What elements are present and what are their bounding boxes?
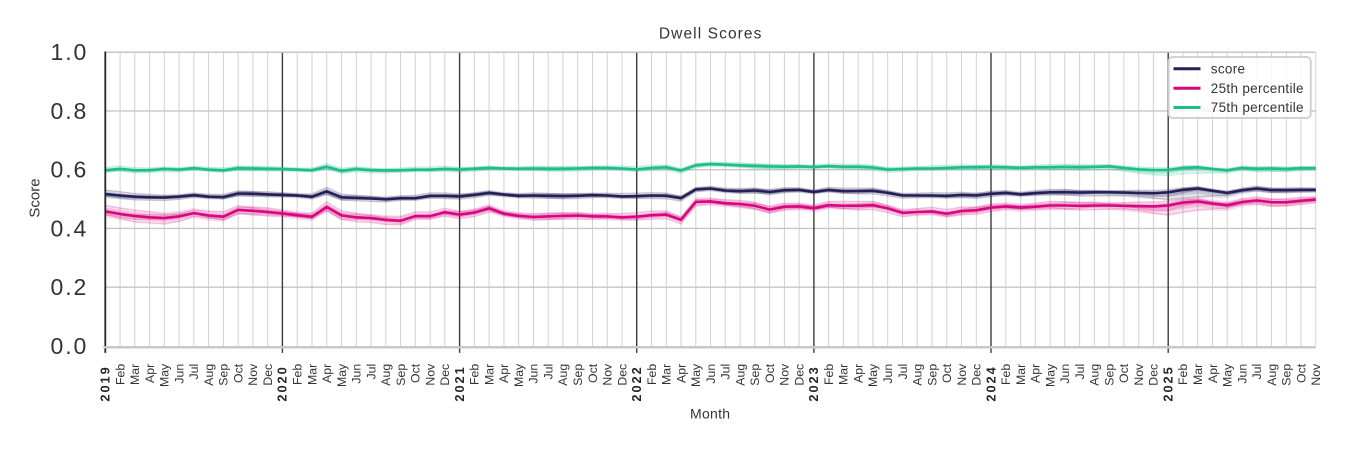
svg-text:Aug: Aug [1088,364,1102,386]
svg-text:Month: Month [690,406,730,422]
svg-text:Feb: Feb [468,364,482,385]
svg-text:Oct: Oct [232,363,246,383]
svg-text:Dec: Dec [615,364,629,386]
svg-text:Apr: Apr [320,364,334,383]
svg-text:Aug: Aug [556,364,570,386]
svg-text:Aug: Aug [733,364,747,386]
svg-text:May: May [1221,363,1235,387]
svg-text:Sep: Sep [394,364,408,386]
svg-text:2025: 2025 [1161,365,1176,401]
svg-text:Feb: Feb [822,364,836,385]
svg-text:Feb: Feb [113,364,127,385]
svg-text:2020: 2020 [275,365,290,401]
svg-text:Dec: Dec [438,364,452,386]
svg-text:Sep: Sep [925,364,939,386]
svg-text:2022: 2022 [629,365,644,401]
svg-text:Sep: Sep [748,364,762,386]
svg-text:75th percentile: 75th percentile [1211,100,1304,115]
svg-text:Feb: Feb [645,364,659,385]
svg-text:Jun: Jun [172,364,186,384]
svg-text:Feb: Feb [999,364,1013,385]
svg-text:Oct: Oct [409,363,423,383]
svg-text:Mar: Mar [128,364,142,385]
svg-text:Apr: Apr [143,364,157,383]
svg-text:May: May [512,363,526,387]
svg-text:Oct: Oct [763,363,777,383]
svg-text:Sep: Sep [217,364,231,386]
svg-text:Oct: Oct [940,363,954,383]
svg-text:May: May [866,363,880,387]
svg-text:0.8: 0.8 [51,98,89,124]
svg-text:Jun: Jun [350,364,364,384]
svg-text:Oct: Oct [586,363,600,383]
svg-text:1.0: 1.0 [51,39,89,65]
svg-text:Jul: Jul [896,364,910,380]
svg-text:Jun: Jun [527,364,541,384]
svg-text:Nov: Nov [955,363,969,386]
svg-text:Jul: Jul [719,364,733,380]
svg-text:Sep: Sep [1280,364,1294,386]
svg-text:Sep: Sep [571,364,585,386]
svg-text:Mar: Mar [660,364,674,385]
svg-text:2019: 2019 [98,365,113,401]
svg-text:Jun: Jun [1058,364,1072,384]
svg-text:Oct: Oct [1294,363,1308,383]
svg-text:Nov: Nov [778,363,792,386]
svg-text:Dec: Dec [1147,364,1161,386]
svg-text:Mar: Mar [482,364,496,385]
svg-text:Mar: Mar [1014,364,1028,385]
svg-text:May: May [158,363,172,387]
svg-text:Jun: Jun [1235,364,1249,384]
svg-text:2024: 2024 [983,365,998,401]
svg-text:Jul: Jul [542,364,556,380]
svg-text:0.2: 0.2 [51,274,89,300]
svg-text:Score: Score [26,178,43,217]
svg-text:Dec: Dec [970,364,984,386]
svg-text:0.6: 0.6 [51,157,89,183]
svg-text:Apr: Apr [1206,364,1220,383]
svg-text:Apr: Apr [497,364,511,383]
svg-text:Jun: Jun [881,364,895,384]
svg-text:Aug: Aug [911,364,925,386]
svg-text:Mar: Mar [1191,364,1205,385]
svg-text:2023: 2023 [806,365,821,401]
svg-text:Aug: Aug [379,364,393,386]
svg-text:Jun: Jun [704,364,718,384]
svg-text:Dec: Dec [792,364,806,386]
svg-text:25th percentile: 25th percentile [1211,81,1304,96]
svg-text:Sep: Sep [1102,364,1116,386]
svg-text:Jul: Jul [187,364,201,380]
svg-text:Nov: Nov [1132,363,1146,386]
svg-text:Jul: Jul [364,364,378,380]
svg-text:May: May [335,363,349,387]
svg-text:Nov: Nov [246,363,260,386]
svg-text:Apr: Apr [674,364,688,383]
svg-text:0.4: 0.4 [51,215,89,241]
svg-text:Mar: Mar [305,364,319,385]
svg-text:Feb: Feb [1176,364,1190,385]
svg-text:Nov: Nov [601,363,615,386]
svg-text:Apr: Apr [852,364,866,383]
svg-text:Aug: Aug [202,364,216,386]
svg-text:Jul: Jul [1250,364,1264,380]
svg-text:Nov: Nov [1309,363,1323,386]
svg-text:Aug: Aug [1265,364,1279,386]
svg-text:May: May [1043,363,1057,387]
svg-text:Apr: Apr [1029,364,1043,383]
svg-text:score: score [1211,61,1246,76]
svg-text:May: May [689,363,703,387]
svg-text:Mar: Mar [837,364,851,385]
svg-text:Feb: Feb [291,364,305,385]
svg-text:Oct: Oct [1117,363,1131,383]
svg-text:Nov: Nov [423,363,437,386]
svg-text:2021: 2021 [452,365,467,401]
svg-text:Dec: Dec [261,364,275,386]
svg-text:0.0: 0.0 [51,333,89,359]
svg-text:Jul: Jul [1073,364,1087,380]
svg-text:Dwell Scores: Dwell Scores [659,25,763,42]
